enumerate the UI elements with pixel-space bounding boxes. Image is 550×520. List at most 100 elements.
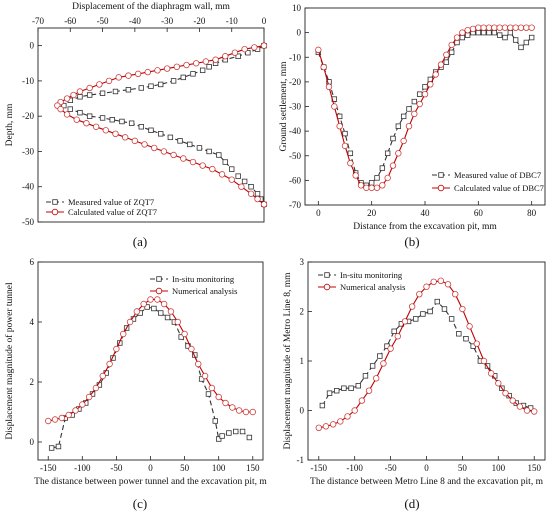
x-tick-label-d-6: 150	[527, 463, 541, 473]
data-point-d-1-20	[459, 305, 466, 313]
y-tick-label-b-6: -50	[289, 151, 301, 161]
data-point-b-1-32	[485, 24, 493, 31]
x-tick-label-a-0: -70	[32, 16, 44, 26]
data-point-b-0-5	[342, 130, 348, 137]
data-point-b-1-20	[421, 90, 429, 98]
data-point-b-0-37	[512, 37, 519, 43]
series-line-d-0	[321, 300, 531, 409]
data-point-b-1-39	[523, 24, 530, 31]
x-tick-label-a-4: -30	[161, 16, 173, 26]
data-point-a-0-36	[216, 152, 222, 158]
data-point-b-0-38	[518, 44, 524, 51]
data-point-d-0-18	[448, 316, 455, 322]
data-point-a-1-16	[105, 77, 113, 85]
y-axis-label-d: Displacement magnitude of Metro Line 8, …	[282, 272, 293, 450]
data-point-b-0-15	[395, 123, 402, 129]
data-point-a-0-26	[119, 118, 125, 125]
legend-label-d-1: Numerical analysis	[340, 282, 405, 292]
data-point-c-1-25	[215, 393, 222, 401]
data-point-b-1-31	[480, 24, 487, 31]
legend-marker-d-1	[323, 283, 331, 291]
data-point-c-1-20	[181, 330, 188, 338]
x-tick-label-c-3: 0	[148, 463, 153, 473]
data-point-a-1-17	[96, 81, 103, 88]
y-axis-label-a: Depth, mm	[5, 103, 15, 146]
x-tick-label-c-4: 50	[180, 463, 190, 473]
data-point-a-1-32	[131, 137, 139, 145]
legend-marker-a-0	[52, 199, 58, 205]
data-point-d-0-0	[319, 402, 326, 409]
data-point-d-1-30	[531, 408, 538, 415]
data-point-d-1-2	[329, 421, 337, 428]
data-point-d-1-27	[509, 397, 516, 404]
data-point-a-1-42	[228, 176, 235, 183]
data-point-b-0-35	[502, 34, 508, 41]
data-point-d-1-17	[437, 277, 445, 285]
y-tick-label-d-0: -1	[297, 455, 305, 465]
data-point-d-0-13	[413, 316, 419, 322]
y-tick-label-b-7: -60	[289, 175, 301, 185]
data-point-b-0-40	[528, 34, 535, 41]
data-point-a-1-10	[163, 65, 171, 72]
x-tick-label-d-5: 100	[492, 463, 506, 473]
data-point-a-0-6	[206, 64, 212, 70]
data-point-c-1-23	[201, 372, 209, 380]
data-point-c-1-13	[133, 308, 141, 315]
x-tick-label-a-2: -50	[97, 16, 109, 26]
data-point-a-0-16	[99, 90, 106, 96]
x-axis-label-d: The distance between Metro Line 8 and th…	[310, 477, 544, 487]
data-point-a-1-39	[199, 162, 206, 169]
data-point-c-1-16	[154, 296, 161, 303]
data-point-a-1-21	[63, 95, 71, 102]
data-point-c-1-9	[106, 360, 113, 368]
x-tick-label-c-1: -100	[74, 463, 91, 473]
data-point-c-0-23	[205, 391, 212, 397]
data-point-b-0-27	[459, 34, 466, 41]
legend-marker-c-1	[155, 287, 163, 295]
data-point-d-1-24	[487, 370, 495, 377]
data-point-c-0-24	[212, 418, 218, 424]
data-point-b-1-27	[459, 29, 466, 36]
data-point-a-1-33	[141, 141, 148, 148]
data-point-a-1-26	[73, 116, 80, 123]
data-point-a-1-38	[189, 158, 197, 166]
data-point-a-1-13	[134, 70, 142, 78]
x-tick-label-a-7: 0	[262, 16, 267, 26]
x-tick-label-d-3: 0	[424, 463, 429, 473]
y-tick-label-b-1: 0	[297, 28, 302, 38]
x-tick-label-c-2: -50	[110, 463, 122, 473]
data-point-d-1-28	[516, 403, 524, 410]
data-point-d-1-25	[495, 380, 502, 387]
data-point-b-0-24	[443, 59, 450, 65]
data-point-c-1-4	[72, 407, 79, 414]
data-point-b-1-0	[315, 46, 322, 54]
data-point-a-1-27	[83, 120, 90, 127]
data-point-c-1-14	[140, 300, 147, 308]
data-point-c-1-27	[229, 404, 236, 411]
data-point-c-0-15	[151, 305, 157, 312]
data-point-d-0-10	[391, 328, 397, 334]
data-point-a-0-27	[128, 120, 135, 126]
x-tick-label-b-1: 20	[367, 208, 377, 218]
data-point-b-1-14	[389, 162, 397, 169]
data-point-d-1-29	[523, 407, 531, 414]
data-point-b-1-1	[320, 63, 327, 71]
legend-marker-c-0	[156, 276, 162, 282]
data-point-a-1-2	[241, 45, 248, 53]
y-tick-label-d-4: 3	[300, 257, 305, 267]
data-point-b-1-40	[528, 24, 535, 31]
data-point-c-1-10	[113, 345, 120, 353]
y-tick-label-b-3: -20	[289, 77, 301, 87]
data-point-d-1-6	[358, 397, 366, 404]
data-point-a-0-8	[190, 71, 196, 77]
y-tick-label-b-8: -70	[289, 200, 301, 210]
data-point-c-1-26	[222, 399, 229, 407]
y-tick-label-d-1: 0	[300, 406, 305, 416]
data-point-a-1-4	[222, 53, 229, 60]
legend-label-a-1: Calculated value of ZQT7	[68, 207, 157, 217]
data-point-b-1-2	[325, 83, 333, 90]
data-point-a-1-7	[192, 60, 200, 67]
data-point-a-0-3	[235, 53, 241, 59]
x-tick-label-d-0: -150	[311, 463, 328, 473]
data-point-b-0-12	[379, 165, 386, 171]
